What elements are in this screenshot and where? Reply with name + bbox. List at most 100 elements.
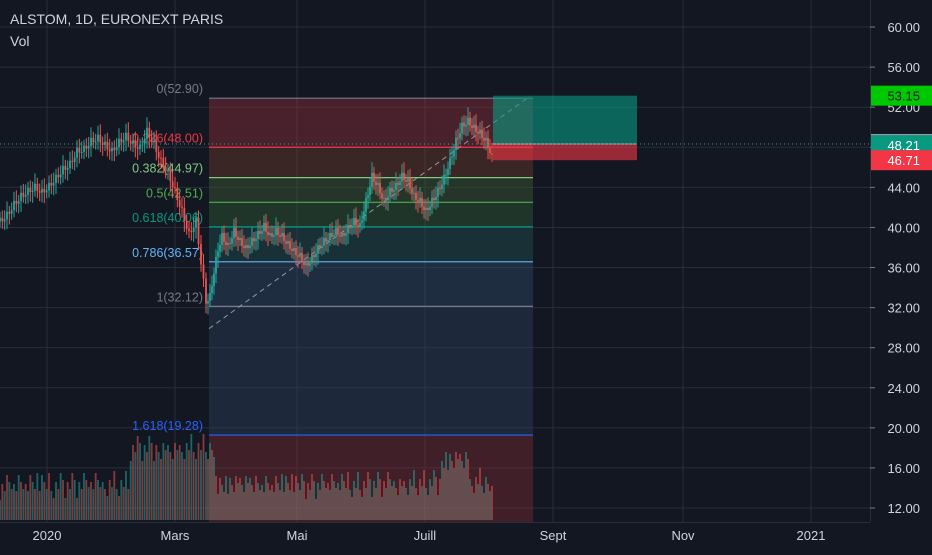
volume-bar <box>223 492 225 520</box>
volume-bar <box>359 490 361 520</box>
volume-bar <box>202 434 205 520</box>
volume-bar <box>379 479 381 520</box>
volume-bar <box>15 491 18 520</box>
candle-body <box>313 254 315 258</box>
volume-bar <box>357 472 359 520</box>
volume-bar <box>24 484 27 520</box>
candle-body <box>311 254 313 264</box>
candle-body <box>106 141 109 150</box>
candle-body <box>419 197 421 202</box>
candle-body <box>207 301 209 304</box>
candle-body <box>3 219 6 222</box>
volume-bar <box>383 481 385 520</box>
volume-bar <box>377 472 379 520</box>
candle-body <box>171 181 174 188</box>
time-axis[interactable]: 2020 Mars Mai Juill Sept Nov 2021 <box>0 522 870 544</box>
candle-body <box>343 232 345 236</box>
volume-bar <box>249 478 251 520</box>
volume-bar <box>351 497 353 520</box>
volume-bar <box>411 486 413 520</box>
stop-price-label-bg <box>871 150 932 171</box>
volume-bar <box>227 494 229 520</box>
volume-bar <box>263 492 265 520</box>
volume-bar <box>459 454 461 520</box>
candle-body <box>359 222 361 227</box>
volume-bar <box>455 452 457 520</box>
candle-body <box>15 200 18 204</box>
candle-body <box>401 172 403 182</box>
candle-body <box>118 138 120 148</box>
volume-bar <box>443 468 445 520</box>
candle-body <box>477 131 479 134</box>
candle-body <box>66 167 69 170</box>
candle-body <box>229 242 231 244</box>
volume-bar <box>323 481 325 520</box>
volume-bar <box>111 487 113 520</box>
volume-bar <box>301 474 303 520</box>
candle-body <box>255 238 257 242</box>
volume-bar <box>69 489 71 520</box>
candle-body <box>90 137 92 146</box>
volume-bar <box>329 490 331 520</box>
volume-bar <box>197 443 200 520</box>
candle-body <box>447 168 449 175</box>
candle-body <box>101 142 104 145</box>
candle-body <box>150 137 153 142</box>
candle-body <box>225 241 227 246</box>
candle-body <box>62 165 64 175</box>
candle-body <box>305 263 307 266</box>
volume-bar <box>247 483 249 520</box>
volume-bar <box>315 499 317 520</box>
candle-body <box>307 263 309 266</box>
volume-bar <box>164 450 167 520</box>
candle-body <box>481 129 483 138</box>
candle-body <box>263 222 265 232</box>
candle-body <box>213 273 215 287</box>
candle-body <box>387 196 389 201</box>
volume-bar <box>477 484 479 520</box>
volume-bar <box>265 476 267 520</box>
volume-bar <box>38 491 41 520</box>
volume-bar <box>449 454 451 520</box>
candle-body <box>475 124 477 132</box>
volume-bar <box>64 498 67 520</box>
candle-body <box>391 187 393 192</box>
price-tick-label: 40.00 <box>887 220 920 235</box>
volume-bar <box>487 484 489 520</box>
candle-body <box>141 144 144 146</box>
position-stop-zone <box>493 143 637 161</box>
volume-bar <box>321 474 323 520</box>
price-axis[interactable]: 12.00 16.00 20.00 24.00 28.00 32.00 36.00 40.00… <box>870 0 932 550</box>
long-position-tool[interactable] <box>0 95 870 161</box>
volume-bar <box>319 490 321 520</box>
candle-body <box>285 241 287 244</box>
candle-body <box>92 137 95 143</box>
candle-body <box>293 247 295 252</box>
candle-body <box>327 240 329 242</box>
current-price-label-bg <box>871 135 932 156</box>
volume-bar <box>104 489 106 520</box>
volume-bar <box>415 488 417 520</box>
fibonacci-retracement[interactable]: 0(52.90)0.236(48.00)0.382(44.97)0.5(42.5… <box>132 82 533 522</box>
candle-body <box>20 192 22 202</box>
candle-body <box>31 190 34 193</box>
candle-body <box>148 127 151 138</box>
volume-bar <box>122 487 125 520</box>
candle-body <box>190 230 193 233</box>
volume-bar <box>425 488 427 520</box>
candle-body <box>50 182 53 186</box>
volume-bar <box>473 493 475 520</box>
candle-body <box>345 233 347 236</box>
candle-body <box>485 137 487 141</box>
fib-level-label: 1(32.12) <box>156 290 203 304</box>
volume-bar <box>277 483 279 520</box>
candle-body <box>413 192 415 194</box>
candle-body <box>235 227 237 237</box>
candle-body <box>333 235 335 237</box>
candle-body <box>407 177 409 182</box>
volume-bar <box>397 495 399 520</box>
volume-bar <box>369 479 371 520</box>
candle-body <box>335 227 337 236</box>
